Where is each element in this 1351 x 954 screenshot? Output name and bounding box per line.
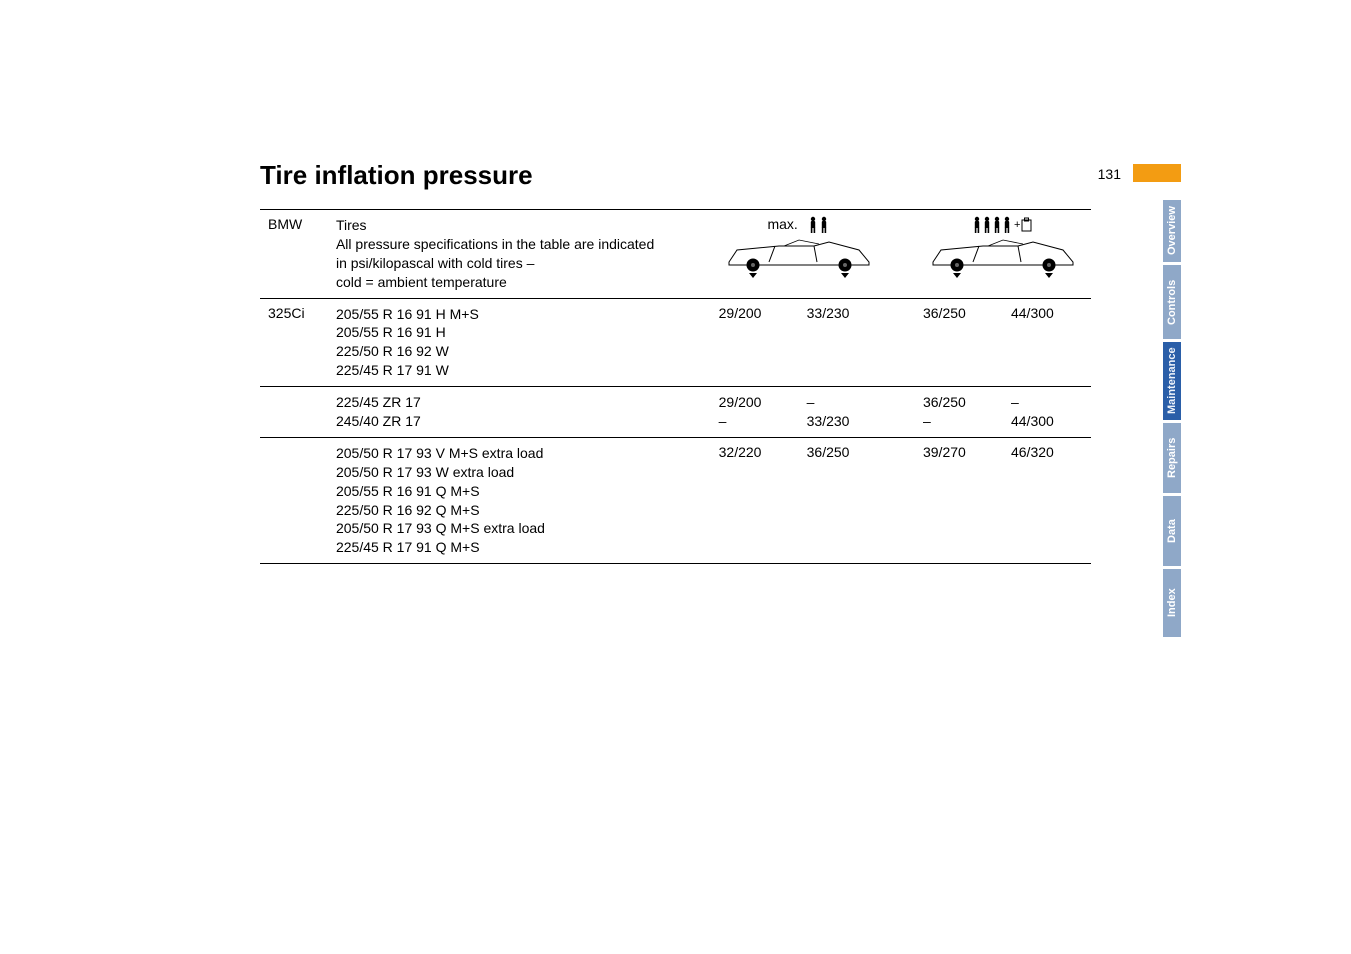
table-row: 205/50 R 17 93 V M+S extra load 205/50 R… bbox=[260, 437, 1091, 563]
tires-cell: 205/55 R 16 91 H M+S 205/55 R 16 91 H 22… bbox=[328, 298, 711, 387]
tire-spec: 205/50 R 17 93 W extra load bbox=[336, 464, 514, 480]
side-tab-repairs[interactable]: Repairs bbox=[1163, 423, 1181, 493]
tires-cell: 205/50 R 17 93 V M+S extra load 205/50 R… bbox=[328, 437, 711, 563]
table-header-row: BMW Tires All pressure specifications in… bbox=[260, 210, 1091, 299]
header-line: cold = ambient temperature bbox=[336, 274, 507, 290]
tire-spec: 205/55 R 16 91 Q M+S bbox=[336, 483, 480, 499]
side-tabs: Overview Controls Maintenance Repairs Data In… bbox=[1163, 200, 1181, 640]
tire-pressure-table: BMW Tires All pressure specifications in… bbox=[260, 209, 1091, 564]
tire-spec: 225/45 R 17 91 Q M+S bbox=[336, 539, 480, 555]
header-description: Tires All pressure specifications in the… bbox=[328, 210, 711, 299]
model-cell: 325Ci bbox=[260, 298, 328, 387]
car-icon bbox=[923, 232, 1083, 278]
pressure-cell: 36/250 – bbox=[915, 387, 1003, 438]
side-tab-data[interactable]: Data bbox=[1163, 496, 1181, 566]
tire-spec: 225/50 R 16 92 Q M+S bbox=[336, 502, 480, 518]
tire-spec: 205/50 R 17 93 Q M+S extra load bbox=[336, 520, 545, 536]
pressure-cell: 39/270 bbox=[915, 437, 1003, 563]
max-label: max. bbox=[767, 216, 797, 232]
tire-spec: 225/45 R 17 91 W bbox=[336, 362, 449, 378]
header-icon-light-load: max. bbox=[711, 210, 887, 299]
tire-spec: 225/45 ZR 17 bbox=[336, 394, 421, 410]
side-tab-index[interactable]: Index bbox=[1163, 569, 1181, 637]
page-title: Tire inflation pressure bbox=[260, 160, 1091, 191]
pressure-cell: 29/200 – bbox=[711, 387, 799, 438]
pressure-value: – bbox=[719, 413, 727, 429]
tire-spec: 205/55 R 16 91 H bbox=[336, 324, 446, 340]
pressure-cell: 32/220 bbox=[711, 437, 799, 563]
pressure-value: – bbox=[807, 394, 815, 410]
tires-cell: 225/45 ZR 17 245/40 ZR 17 bbox=[328, 387, 711, 438]
header-line: Tires bbox=[336, 217, 367, 233]
svg-text:+: + bbox=[1014, 219, 1020, 231]
tire-spec: 245/40 ZR 17 bbox=[336, 413, 421, 429]
pressure-value: 36/250 bbox=[923, 394, 966, 410]
table-row: 325Ci 205/55 R 16 91 H M+S 205/55 R 16 9… bbox=[260, 298, 1091, 387]
pressure-cell: – 33/230 bbox=[799, 387, 887, 438]
car-icon bbox=[719, 232, 879, 278]
table-row: 225/45 ZR 17 245/40 ZR 17 29/200 – – 33/… bbox=[260, 387, 1091, 438]
pressure-cell: 36/250 bbox=[799, 437, 887, 563]
pressure-value: – bbox=[1011, 394, 1019, 410]
tire-spec: 205/55 R 16 91 H M+S bbox=[336, 306, 479, 322]
pressure-cell: 44/300 bbox=[1003, 298, 1091, 387]
header-line: All pressure specifications in the table… bbox=[336, 236, 654, 252]
pressure-cell: 36/250 bbox=[915, 298, 1003, 387]
orange-accent-bar bbox=[1133, 164, 1181, 182]
pressure-value: 29/200 bbox=[719, 394, 762, 410]
side-tab-overview[interactable]: Overview bbox=[1163, 200, 1181, 262]
side-tab-maintenance[interactable]: Maintenance bbox=[1163, 342, 1181, 420]
pressure-cell: 33/230 bbox=[799, 298, 887, 387]
pressure-value: – bbox=[923, 413, 931, 429]
side-tab-controls[interactable]: Controls bbox=[1163, 265, 1181, 339]
page-number: 131 bbox=[1098, 166, 1121, 182]
header-line: in psi/kilopascal with cold tires – bbox=[336, 255, 534, 271]
header-model: BMW bbox=[260, 210, 328, 299]
pressure-value: 44/300 bbox=[1011, 413, 1054, 429]
pressure-value: 33/230 bbox=[807, 413, 850, 429]
tire-spec: 225/50 R 16 92 W bbox=[336, 343, 449, 359]
pressure-cell: – 44/300 bbox=[1003, 387, 1091, 438]
pressure-cell: 29/200 bbox=[711, 298, 799, 387]
tire-spec: 205/50 R 17 93 V M+S extra load bbox=[336, 445, 543, 461]
pressure-cell: 46/320 bbox=[1003, 437, 1091, 563]
header-icon-full-load: + bbox=[915, 210, 1091, 299]
